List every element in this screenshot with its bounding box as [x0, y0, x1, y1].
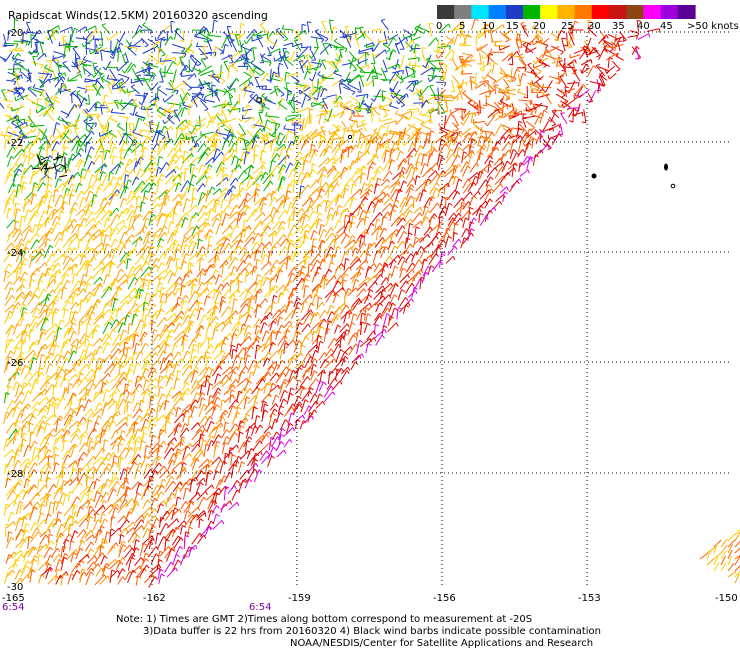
- legend-tick: 35: [612, 21, 625, 32]
- legend-swatch: [643, 5, 662, 19]
- legend-tick: 5: [459, 21, 465, 32]
- legend-swatch: [437, 5, 455, 19]
- legend-swatch: [626, 5, 644, 19]
- note-line-3: NOAA/NESDIS/Center for Satellite Applica…: [290, 638, 594, 649]
- legend-swatch: [660, 5, 679, 19]
- legend-unit: >50 knots: [687, 21, 739, 32]
- islands: [256, 97, 676, 189]
- map-title: Rapidscat Winds(12.5KM) 20160320 ascendi…: [8, 9, 268, 22]
- wind-speed-legend: 0 5 10 15 20 25 30 35 40 45 >50 knots: [436, 5, 739, 32]
- lat-label: -24: [7, 248, 23, 259]
- legend-swatch: [591, 5, 610, 19]
- island-marker: [256, 97, 262, 103]
- legend-swatch: [557, 5, 576, 19]
- lat-label: -26: [7, 358, 23, 369]
- island-marker: [664, 163, 668, 171]
- legend-tick: 20: [533, 21, 546, 32]
- time-label: 6:54: [249, 602, 271, 613]
- legend-swatches: [437, 5, 696, 19]
- legend-swatch: [574, 5, 593, 19]
- legend-tick: 45: [660, 21, 673, 32]
- time-label: 6:54: [2, 602, 24, 613]
- lon-label: -159: [288, 593, 311, 604]
- island-marker: [347, 134, 353, 140]
- legend-tick: 30: [588, 21, 601, 32]
- latitude-labels: -20 -22 -24 -26 -28 -30: [7, 28, 23, 593]
- lon-label: -162: [143, 593, 166, 604]
- legend-swatch: [540, 5, 558, 19]
- lat-label: -22: [7, 138, 23, 149]
- lon-label: -156: [433, 593, 456, 604]
- graticule: [8, 31, 732, 586]
- lon-label: -153: [578, 593, 601, 604]
- note-line-2: 3)Data buffer is 22 hrs from 20160320 4)…: [143, 626, 601, 637]
- lon-label: -165: [2, 593, 25, 604]
- legend-tick: 15: [506, 21, 519, 32]
- legend-swatch: [505, 5, 524, 19]
- lat-label: -30: [7, 582, 23, 593]
- lon-label: -150: [715, 593, 738, 604]
- legend-tick: 25: [561, 21, 574, 32]
- note-line-1: Note: 1) Times are GMT 2)Times along bot…: [116, 614, 533, 625]
- wind-barbs-layer: [0, 17, 740, 588]
- lat-label: -28: [7, 469, 23, 480]
- legend-swatch: [488, 5, 507, 19]
- island-marker: [670, 183, 676, 189]
- legend-tick: 10: [482, 21, 495, 32]
- legend-swatch: [454, 5, 472, 19]
- legend-swatch: [609, 5, 627, 19]
- legend-ticks: 0 5 10 15 20 25 30 35 40 45 >50 knots: [436, 21, 739, 32]
- lat-label: -20: [7, 28, 23, 39]
- legend-tick: 40: [637, 21, 650, 32]
- legend-swatch: [677, 5, 696, 19]
- legend-swatch: [523, 5, 541, 19]
- legend-swatch: [471, 5, 490, 19]
- longitude-labels: -165 -162 -159 -156 -153 -150: [2, 593, 738, 604]
- legend-tick: 0: [436, 21, 442, 32]
- island-marker: [591, 173, 597, 179]
